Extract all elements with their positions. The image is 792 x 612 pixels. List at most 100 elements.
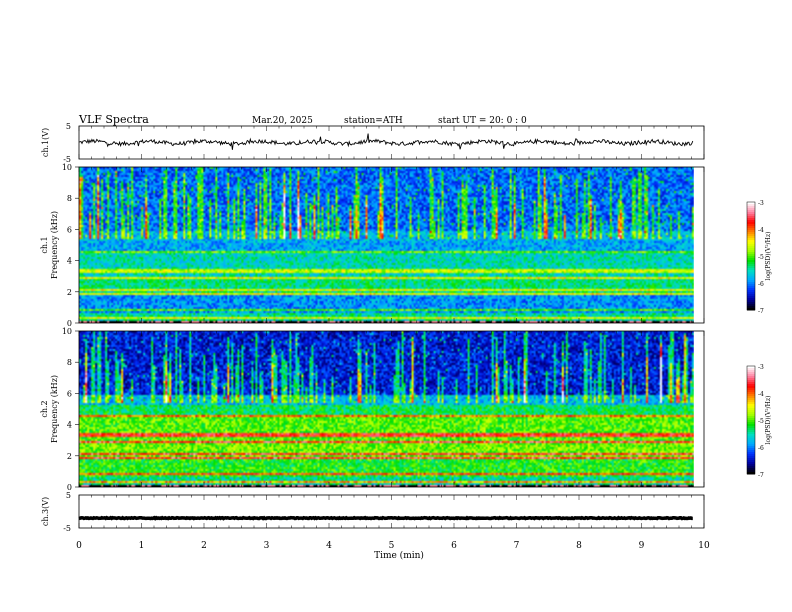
colorbar-cell xyxy=(747,444,755,447)
colorbar-cell xyxy=(747,448,755,451)
ch3-waveform-trace xyxy=(78,515,693,521)
ch1-spectrogram-panel: -3 -4 -5 -6 -7 log(PSD)(V²/Hz) 0 2 4 6 8 10 ch.1 Freq… xyxy=(40,163,772,328)
colorbar-cell xyxy=(747,268,755,271)
colorbar-cell xyxy=(747,428,755,431)
colorbar-cell xyxy=(747,436,755,439)
colorbar-cell xyxy=(747,422,755,425)
colorbar-cell xyxy=(747,272,755,275)
colorbar-cell xyxy=(747,280,755,283)
colorbar-cell xyxy=(747,216,755,219)
y-tick-label: 10 xyxy=(62,163,72,172)
colorbar-cell xyxy=(747,446,755,449)
colorbar-cell xyxy=(747,212,755,215)
colorbar-cell xyxy=(747,236,755,239)
colorbar-cell xyxy=(747,440,755,443)
colorbar-cell xyxy=(747,222,755,225)
colorbar-cell xyxy=(747,434,755,437)
colorbar-cell xyxy=(747,408,755,411)
colorbar-cell xyxy=(747,242,755,245)
colorbar-tick-label: -6 xyxy=(758,445,764,452)
y-tick-label: 4 xyxy=(67,257,72,266)
ch1-waveform-trace xyxy=(78,133,694,150)
y-tick-label: -5 xyxy=(63,524,71,533)
colorbar-cell xyxy=(747,244,755,247)
colorbar-cell xyxy=(747,302,755,305)
colorbar-cell xyxy=(747,398,755,401)
date-label: Mar.20, 2025 xyxy=(252,116,313,126)
colorbar-cell xyxy=(747,286,755,289)
colorbar-cell xyxy=(747,284,755,287)
colorbar-cell xyxy=(747,262,755,265)
colorbar-cell xyxy=(747,226,755,229)
ch3-waveform-panel: 5 -5 ch.3(V) xyxy=(41,491,705,533)
panels-group: 5 -5 ch.1(V) -3 -4 -5 -6 -7 log(PSD)(V²/Hz) 0 2 4 6 8… xyxy=(40,122,772,551)
colorbar-cell xyxy=(747,418,755,421)
x-tick-label: 0 xyxy=(76,541,82,551)
x-tick-label: 1 xyxy=(139,541,145,551)
colorbar-cell xyxy=(747,430,755,433)
colorbar-cell xyxy=(747,270,755,273)
y-tick-label: 10 xyxy=(62,327,72,336)
colorbar-cell xyxy=(747,384,755,387)
colorbar-cell xyxy=(747,228,755,231)
colorbar-tick-label: -6 xyxy=(758,281,764,288)
colorbar-cell xyxy=(747,224,755,227)
colorbar-cell xyxy=(747,370,755,373)
colorbar-cell xyxy=(747,458,755,461)
colorbar-cell xyxy=(747,282,755,285)
colorbar-cell xyxy=(747,308,755,311)
y-tick-label: 5 xyxy=(66,491,71,500)
colorbar-cell xyxy=(747,264,755,267)
colorbar-cell xyxy=(747,396,755,399)
x-tick-label: 4 xyxy=(326,541,332,551)
x-tick-label: 3 xyxy=(264,541,270,551)
station-label: station=ATH xyxy=(344,116,403,126)
ch1-spectrogram-colorbar: -3 -4 -5 -6 -7 log(PSD)(V²/Hz) xyxy=(746,200,772,315)
y-tick-label: 6 xyxy=(67,225,72,234)
colorbar-cell xyxy=(747,246,755,249)
colorbar-cell xyxy=(747,258,755,261)
y-tick-label: 6 xyxy=(67,389,72,398)
colorbar-cell xyxy=(747,230,755,233)
colorbar-cell xyxy=(747,210,755,213)
colorbar-cell xyxy=(747,234,755,237)
colorbar-cell xyxy=(747,420,755,423)
colorbar-tick-label: -4 xyxy=(758,391,764,398)
colorbar-cell xyxy=(747,208,755,211)
colorbar-cell xyxy=(747,432,755,435)
colorbar-cell xyxy=(747,248,755,251)
colorbar-cell xyxy=(747,386,755,389)
colorbar-cell xyxy=(747,294,755,297)
colorbar-cell xyxy=(747,368,755,371)
figure-title: VLF Spectra xyxy=(78,113,149,126)
colorbar-cell xyxy=(747,390,755,393)
colorbar-cell xyxy=(747,292,755,295)
colorbar-cell xyxy=(747,250,755,253)
colorbar-cell xyxy=(747,372,755,375)
y-tick-label: 4 xyxy=(67,421,72,430)
colorbar-tick-label: -4 xyxy=(758,227,764,234)
colorbar-cell xyxy=(747,300,755,303)
colorbar-cell xyxy=(747,376,755,379)
ch1-waveform-panel: 5 -5 ch.1(V) xyxy=(41,122,705,164)
colorbar-tick-label: -5 xyxy=(758,418,764,425)
colorbar-cell xyxy=(747,416,755,419)
colorbar-cell xyxy=(747,442,755,445)
ch2-spectrogram-colorbar: -3 -4 -5 -6 -7 log(PSD)(V²/Hz) xyxy=(746,364,772,479)
x-tick-label: 9 xyxy=(639,541,645,551)
colorbar-cell xyxy=(747,456,755,459)
colorbar-cell xyxy=(747,256,755,259)
colorbar-cell xyxy=(747,470,755,473)
x-axis-label: Time (min) xyxy=(374,550,424,561)
colorbar-cell xyxy=(747,260,755,263)
colorbar-cell xyxy=(747,410,755,413)
ch1-spectrogram-ylabel-frequency: Frequency (kHz) xyxy=(50,211,59,279)
colorbar-cell xyxy=(747,238,755,241)
colorbar-cell xyxy=(747,366,755,369)
y-tick-label: 2 xyxy=(67,288,72,297)
y-tick-label: 8 xyxy=(67,194,72,203)
colorbar-cell xyxy=(747,402,755,405)
y-tick-label: 0 xyxy=(67,319,72,328)
x-tick-label: 7 xyxy=(514,541,520,551)
